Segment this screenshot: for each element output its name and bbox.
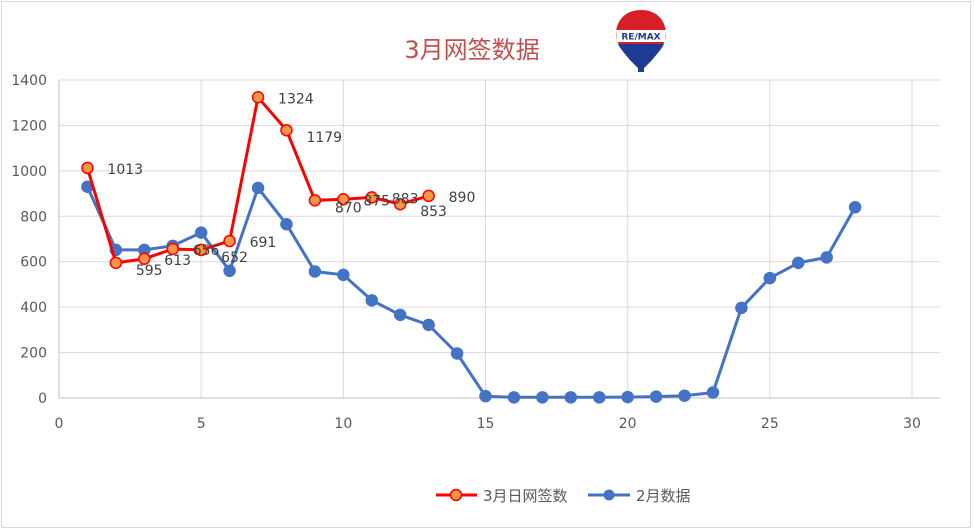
data-point — [479, 389, 492, 403]
data-point — [194, 226, 208, 239]
data-point — [280, 217, 293, 231]
data-label: 883 — [392, 191, 419, 207]
legend-item-february: 2月数据 — [588, 487, 691, 505]
x-tick-label: 25 — [761, 416, 779, 432]
data-label: 1179 — [306, 130, 342, 146]
data-point — [81, 161, 94, 175]
data-point — [109, 256, 123, 270]
x-tick-label: 0 — [55, 416, 64, 432]
logo-text: RE/MAX — [621, 33, 660, 43]
data-label: 613 — [164, 253, 191, 269]
gridlines — [59, 79, 940, 398]
data-label: 691 — [250, 235, 277, 251]
y-tick-label: 200 — [20, 346, 47, 362]
data-label: 1324 — [278, 91, 314, 107]
data-point — [706, 386, 720, 399]
data-point — [166, 242, 179, 256]
data-point — [735, 301, 748, 315]
series-line — [86, 186, 857, 399]
y-tick-label: 400 — [20, 300, 47, 316]
remax-balloon-logo: RE/MAX — [616, 10, 666, 72]
chart-title: 3月网签数据 — [404, 36, 539, 64]
data-point — [393, 197, 407, 211]
data-point — [422, 189, 435, 203]
data-point — [649, 390, 663, 403]
data-point — [337, 193, 350, 206]
data-point — [536, 391, 549, 404]
x-tick-label: 20 — [619, 416, 637, 432]
data-point — [280, 123, 293, 137]
data-point — [507, 391, 521, 404]
data-point — [393, 308, 407, 322]
data-point — [592, 391, 606, 404]
balloon-bottom — [618, 44, 664, 68]
legend-label-march: 3月日网签数 — [483, 487, 568, 505]
data-point — [678, 389, 691, 402]
data-label: 853 — [420, 204, 447, 220]
axes: 0 200 400 600 800 1000 1200 1400 0 5 10 15 20 25 30 — [11, 73, 940, 432]
data-point — [820, 251, 833, 264]
y-tick-label: 1400 — [11, 73, 47, 89]
data-point — [251, 91, 265, 104]
data-point — [564, 391, 578, 404]
series-february — [81, 180, 862, 404]
y-tick-label: 1000 — [11, 164, 47, 180]
data-point — [792, 256, 805, 270]
data-label: 870 — [335, 200, 362, 216]
data-label: 652 — [221, 250, 248, 266]
data-point — [138, 252, 151, 266]
y-tick-label: 1200 — [11, 118, 47, 134]
data-label: 1013 — [107, 162, 143, 178]
data-point — [422, 318, 435, 332]
balloon-band — [616, 30, 666, 42]
x-tick-label: 15 — [477, 416, 495, 432]
legend-label-february: 2月数据 — [636, 487, 691, 505]
balloon-basket — [638, 68, 644, 72]
data-point — [308, 265, 322, 278]
x-tick-label: 30 — [903, 416, 921, 432]
data-point — [621, 390, 634, 404]
x-tick-label: 5 — [197, 416, 206, 432]
data-point — [251, 181, 265, 195]
data-point — [223, 264, 236, 278]
x-tick-label: 10 — [334, 416, 352, 432]
data-label: 890 — [449, 190, 476, 206]
legend-item-march: 3月日网签数 — [436, 487, 568, 505]
y-tick-label: 800 — [20, 209, 47, 225]
series-layer — [81, 91, 862, 404]
data-point — [365, 191, 379, 204]
data-point — [223, 234, 236, 248]
data-point — [848, 200, 862, 214]
y-tick-label: 0 — [38, 391, 47, 407]
data-label: 875 — [363, 193, 390, 209]
data-point — [308, 194, 322, 207]
data-label: 656 — [193, 243, 220, 259]
data-point — [365, 294, 379, 307]
data-label: 595 — [136, 263, 163, 279]
data-point — [194, 243, 208, 257]
series-march — [81, 91, 435, 270]
data-point — [337, 268, 350, 282]
data-point — [763, 271, 777, 285]
data-point — [450, 347, 464, 360]
y-tick-label: 600 — [20, 255, 47, 271]
legend: 3月日网签数 2月数据 — [436, 487, 691, 505]
